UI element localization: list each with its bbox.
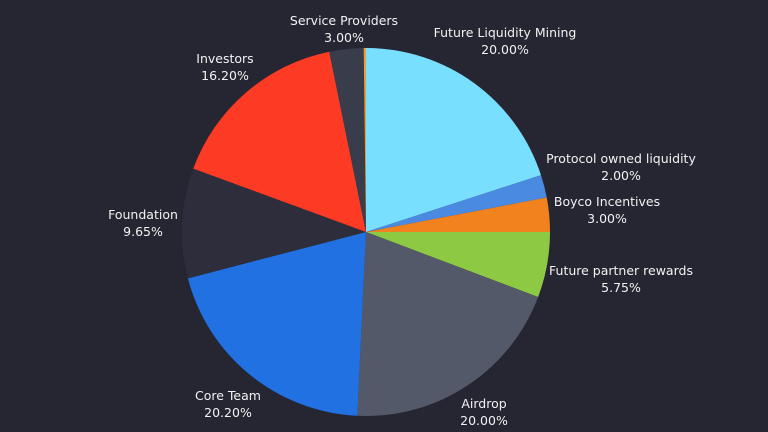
slice-label: Foundation 9.65% — [108, 207, 178, 239]
slice-label: Protocol owned liquidity 2.00% — [546, 151, 696, 183]
slice-label-name: Airdrop — [461, 396, 506, 411]
pie-slice — [366, 175, 547, 232]
slice-label-name: Future partner rewards — [549, 263, 693, 278]
slice-label-percent: 20.20% — [204, 405, 252, 420]
pie-slice — [187, 232, 366, 416]
slice-label-name: Service Providers — [290, 13, 398, 28]
slice-label: Future Liquidity Mining 20.00% — [434, 25, 577, 57]
slice-label-percent: 3.00% — [587, 211, 627, 226]
slice-label-name: Core Team — [195, 388, 261, 403]
slice-label-percent: 16.20% — [201, 68, 249, 83]
pie-slice — [366, 197, 550, 232]
pie-slice — [363, 47, 366, 233]
slice-label: Airdrop 20.00% — [460, 396, 508, 428]
slice-label-percent: 2.00% — [601, 168, 641, 183]
slice-label: Boyco Incentives 3.00% — [554, 194, 660, 226]
slice-label-name: Protocol owned liquidity — [546, 151, 696, 166]
pie-slice — [357, 232, 539, 417]
slice-label-percent: 20.00% — [460, 413, 508, 428]
slice-label-name: Foundation — [108, 207, 178, 222]
pie-slice — [366, 48, 541, 232]
slice-label: Core Team 20.20% — [195, 388, 261, 420]
slice-label: Service Providers 3.00% — [290, 13, 398, 45]
pie-slice — [182, 168, 366, 279]
pie-slice — [329, 48, 366, 233]
slice-label-percent: 9.65% — [123, 224, 163, 239]
slice-label-percent: 5.75% — [601, 280, 641, 295]
slice-label: Future partner rewards 5.75% — [549, 263, 693, 295]
slice-label: Investors 16.20% — [196, 51, 253, 83]
slice-labels: Future Liquidity Mining 20.00% Protocol ow… — [108, 13, 696, 428]
slice-label-name: Boyco Incentives — [554, 194, 660, 209]
slice-label-name: Future Liquidity Mining — [434, 25, 577, 40]
slice-label-percent: 3.00% — [324, 30, 364, 45]
pie-slice — [193, 51, 366, 233]
pie-slice — [366, 232, 550, 298]
slice-label-name: Investors — [196, 51, 253, 66]
pie-slices — [182, 47, 550, 417]
slice-label-percent: 20.00% — [481, 42, 529, 57]
